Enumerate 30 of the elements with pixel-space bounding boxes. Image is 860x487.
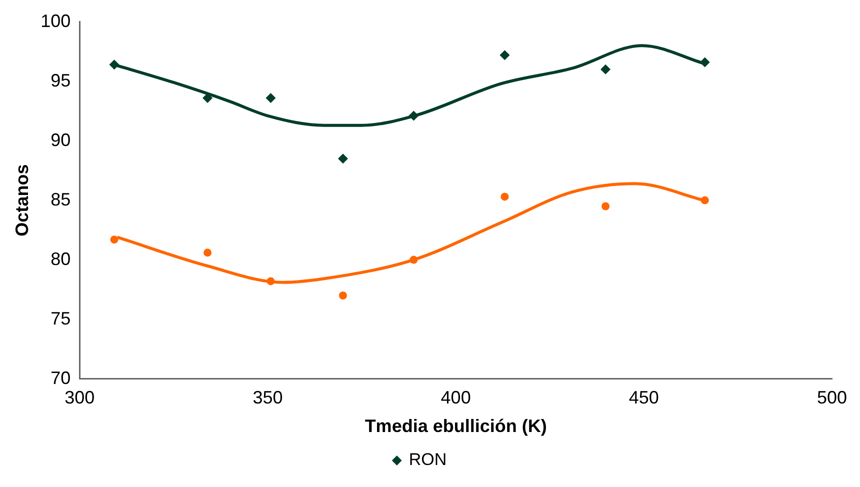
point bbox=[204, 248, 212, 257]
point bbox=[266, 92, 276, 103]
x-tick-label: 450 bbox=[628, 388, 659, 408]
legend-label: RON bbox=[408, 450, 447, 470]
point bbox=[602, 202, 610, 210]
point bbox=[500, 192, 509, 201]
y-tick-label: 75 bbox=[50, 308, 71, 328]
point bbox=[338, 154, 348, 164]
point bbox=[408, 110, 419, 121]
y-tick-label: 90 bbox=[50, 130, 71, 150]
x-tick-label: 350 bbox=[252, 388, 283, 408]
point bbox=[110, 236, 118, 244]
x-tick-label: 400 bbox=[440, 388, 471, 408]
point bbox=[700, 57, 710, 68]
y-axis-title: Octanos bbox=[12, 164, 32, 236]
y-tick-label: 80 bbox=[50, 248, 71, 269]
x-axis-title: Tmedia ebullición (K) bbox=[364, 416, 547, 436]
point bbox=[410, 256, 418, 264]
y-tick-label: 100 bbox=[40, 10, 71, 31]
point bbox=[266, 277, 275, 286]
x-tick-label: 300 bbox=[64, 388, 95, 408]
point bbox=[700, 196, 709, 204]
point bbox=[338, 292, 347, 300]
y-tick-label: 85 bbox=[50, 189, 71, 210]
point bbox=[109, 60, 120, 70]
y-tick-label: 70 bbox=[50, 368, 71, 388]
x-tick-label: 500 bbox=[816, 388, 848, 408]
y-tick-label: 95 bbox=[50, 70, 71, 90]
point bbox=[600, 64, 611, 74]
point bbox=[500, 50, 510, 60]
